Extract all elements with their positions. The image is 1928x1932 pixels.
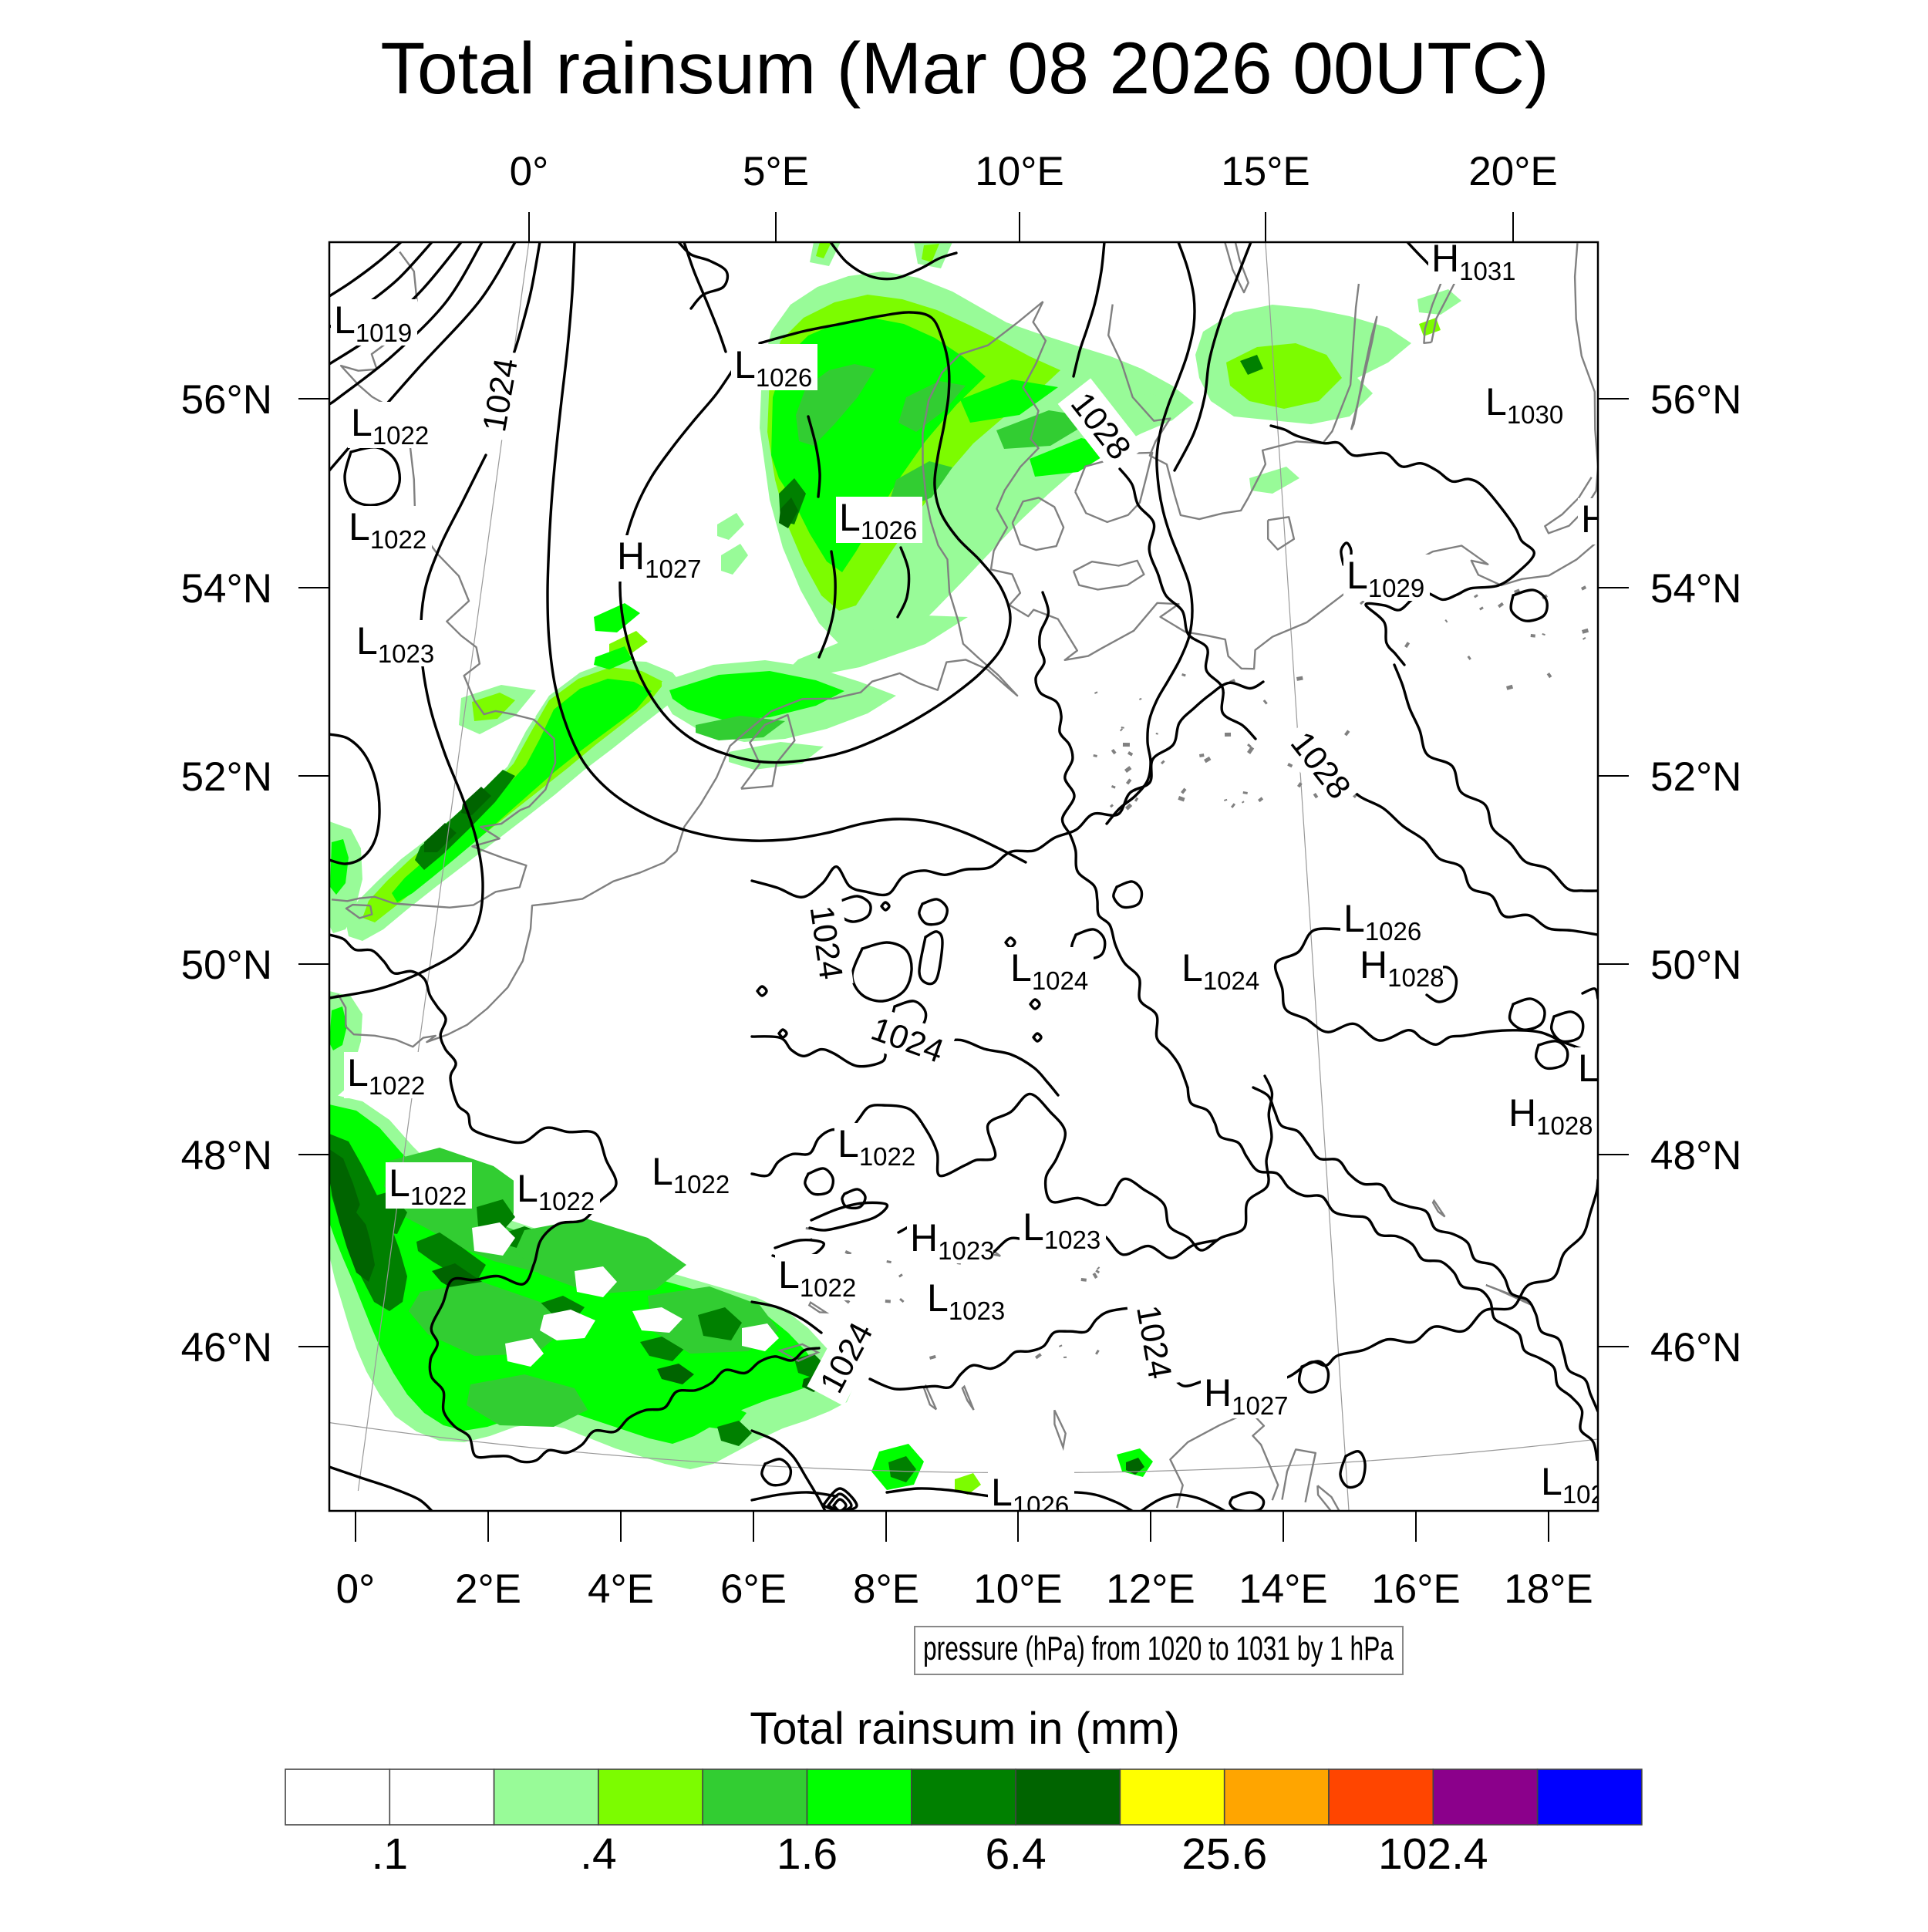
svg-text:16°E: 16°E (1371, 1566, 1461, 1612)
svg-text:48°N: 48°N (1650, 1133, 1741, 1178)
svg-text:5°E: 5°E (743, 149, 809, 194)
svg-text:2°E: 2°E (455, 1566, 521, 1612)
svg-text:52°N: 52°N (181, 754, 272, 800)
svg-text:pressure (hPa) from 1020 to 10: pressure (hPa) from 1020 to 1031 by 1 hP… (923, 1630, 1394, 1667)
svg-text:Total rainsum (Mar 08 2026 00U: Total rainsum (Mar 08 2026 00UTC) (380, 28, 1549, 110)
svg-text:15°E: 15°E (1221, 149, 1310, 194)
svg-text:L10: L10 (1578, 1047, 1628, 1095)
svg-text:56°N: 56°N (1650, 377, 1741, 423)
svg-text:6.4: 6.4 (985, 1829, 1046, 1879)
svg-text:46°N: 46°N (1650, 1325, 1741, 1371)
svg-text:10°E: 10°E (975, 149, 1064, 194)
svg-text:8°E: 8°E (853, 1566, 919, 1612)
svg-text:18°E: 18°E (1504, 1566, 1593, 1612)
svg-text:14°E: 14°E (1239, 1566, 1328, 1612)
svg-text:52°N: 52°N (1650, 754, 1741, 800)
svg-text:46°N: 46°N (181, 1325, 272, 1371)
svg-text:50°N: 50°N (181, 942, 272, 988)
svg-text:54°N: 54°N (1650, 566, 1741, 612)
svg-text:102.4: 102.4 (1378, 1829, 1488, 1879)
svg-text:1.6: 1.6 (777, 1829, 838, 1879)
svg-text:54°N: 54°N (181, 566, 272, 612)
svg-text:0°: 0° (510, 149, 549, 194)
svg-text:4°E: 4°E (588, 1566, 654, 1612)
svg-text:6°E: 6°E (720, 1566, 787, 1612)
svg-text:L1026: L1026 (734, 343, 812, 392)
svg-text:L1023: L1023 (1023, 1205, 1101, 1254)
svg-text:12°E: 12°E (1106, 1566, 1195, 1612)
svg-text:H: H (1581, 497, 1609, 541)
svg-text:25.6: 25.6 (1181, 1829, 1267, 1879)
svg-text:10°E: 10°E (973, 1566, 1063, 1612)
svg-text:Total rainsum in (mm): Total rainsum in (mm) (750, 1704, 1180, 1754)
svg-text:20°E: 20°E (1468, 149, 1558, 194)
svg-text:56°N: 56°N (181, 377, 272, 423)
svg-text:.1: .1 (372, 1829, 409, 1879)
svg-text:48°N: 48°N (181, 1133, 272, 1178)
svg-text:50°N: 50°N (1650, 942, 1741, 988)
svg-text:.4: .4 (580, 1829, 617, 1879)
svg-text:0°: 0° (336, 1566, 376, 1612)
